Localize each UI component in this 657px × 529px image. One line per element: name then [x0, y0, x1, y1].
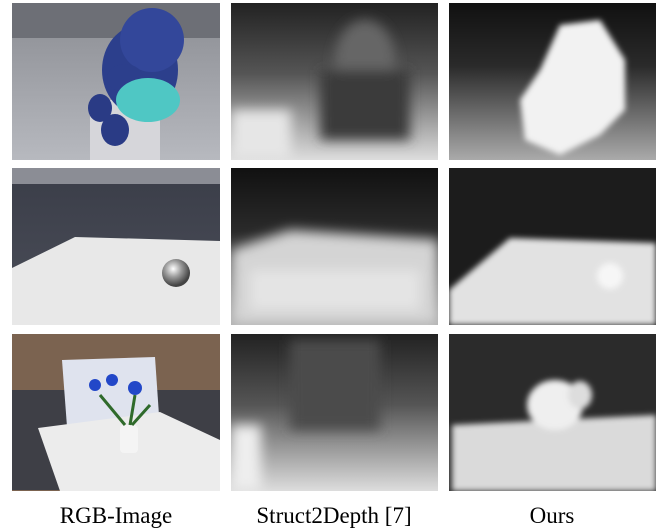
column-label: Struct2Depth [7] [256, 503, 411, 528]
depth-ours-ball [449, 168, 656, 325]
depth-ours-flowers [449, 334, 656, 491]
rgb-image-teddy [12, 3, 220, 160]
depth-struct2depth-ball [231, 168, 438, 325]
depth-struct2depth-flowers [231, 334, 438, 491]
depth-ours-teddy [449, 3, 656, 160]
column-label: RGB-Image [60, 503, 172, 528]
rgb-image-ball [12, 168, 220, 325]
column-label: Ours [530, 503, 575, 528]
rgb-image-flowers [12, 334, 220, 491]
depth-struct2depth-teddy [231, 3, 438, 160]
